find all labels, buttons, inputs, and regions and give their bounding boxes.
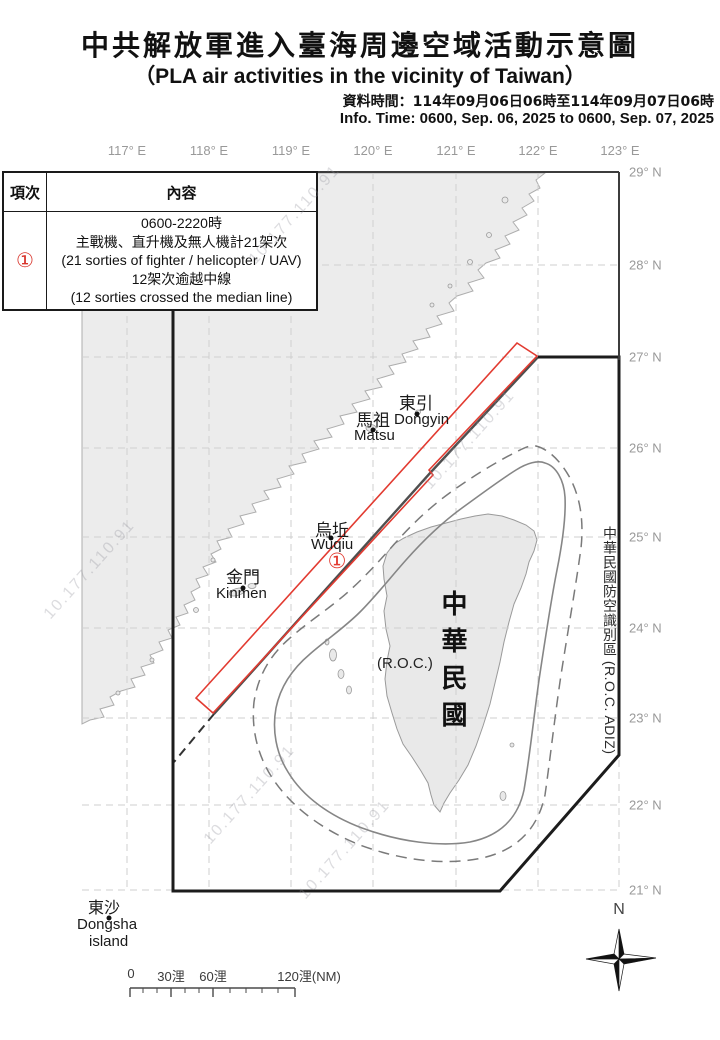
activity-marker: ① [327,550,347,573]
table-content-line: 12架次逾越中線 [131,270,232,287]
latitude-tick-label: 24° N [629,620,662,636]
latitude-tick-label: 21° N [629,882,662,898]
place-dot [370,427,376,433]
longitude-tick-label: 118° E [189,143,229,158]
place-label: 馬祖 [356,411,390,431]
latitude-tick-label: 26° N [629,440,662,456]
latitude-tick-label: 27° N [629,349,662,365]
compass-rose [585,928,657,992]
longitude-tick-label: 122° E [518,143,558,158]
scale-tick-label: 60浬 [199,969,227,984]
place-dot [240,585,246,591]
place-dot [414,411,420,417]
table-content-line: (12 sorties crossed the median line) [70,289,293,305]
grid-lines [82,172,620,891]
place-label: Kinmen [216,585,267,602]
longitude-tick-label: 121° E [436,143,476,158]
scale-tick-label: 120浬(NM) [277,969,341,984]
table-content-line: (21 sorties of fighter / helicopter / UA… [61,252,302,268]
activity-area-box [194,341,539,715]
longitude-tick-label: 119° E [271,143,311,158]
latitude-tick-label: 23° N [629,710,662,726]
table-header-index: 項次 [2,171,47,212]
table-content-line: 主戰機、直升機及無人機計21架次 [75,233,288,250]
contiguous-zone-solid [273,461,566,845]
place-label: island [89,933,129,950]
place-label: Dongsha [77,916,138,933]
place-label: 烏坵 [315,521,349,541]
latitude-tick-label: 29° N [629,164,662,180]
latitude-tick-label: 25° N [629,529,662,545]
median-line-extension [173,713,215,763]
taiwan-label: 中華民國 [437,590,467,738]
table-header-content: 內容 [46,171,318,212]
page-title-en: （PLA air activities in the vicinity of T… [134,65,586,88]
place-dot [106,915,112,921]
longitude-tick-label: 123° E [600,143,640,158]
table-row: ① 0600-2220時主戰機、直升機及無人機計21架次 (21 sorties … [2,211,318,310]
latitude-tick-label: 22° N [629,797,662,813]
place-dot [328,535,334,541]
longitude-tick-label: 120° E [353,143,393,158]
taiwan-island [382,513,538,813]
place-label: Matsu [354,427,395,444]
place-label: 東引 [399,394,433,414]
longitude-tick-label: 117° E [107,143,147,158]
penghu-islands [329,648,337,662]
north-label: N [613,901,625,918]
scale-bar [129,987,296,997]
info-time-zh: 資料時間：114年09月06日06時至114年09月07日06時 [342,94,714,110]
page-title-zh: 中共解放軍進入臺海周邊空域活動示意圖 [80,29,639,62]
info-time-en: Info. Time: 0600, Sep. 06, 2025 to 0600,… [339,110,714,127]
adiz-boundary [171,310,621,893]
sortie-table: 項次 內容 ① 0600-2220時主戰機、直升機及無人機計21架次 (21 so… [2,171,318,311]
row-index-badge: ① [2,211,47,310]
place-label: 東沙 [88,898,121,917]
roc-label: (R.O.C.) [377,655,433,672]
place-label: Dongyin [394,411,450,428]
latitude-tick-label: 28° N [629,257,662,273]
scale-tick-label: 30浬 [157,969,185,984]
place-label: 金門 [226,568,260,588]
adiz-label: 中華民國防空識別區 (R.O.C. ADIZ) [602,526,618,755]
outer-zone-dashed [252,445,583,863]
place-label: Wuqiu [311,536,354,553]
table-content-line: 0600-2220時 [141,215,222,231]
offshore-islands [115,196,515,801]
row-content: 0600-2220時主戰機、直升機及無人機計21架次 (21 sorties of… [46,211,318,310]
table-header-row: 項次 內容 [2,171,318,212]
scale-tick-label: 0 [127,966,135,981]
